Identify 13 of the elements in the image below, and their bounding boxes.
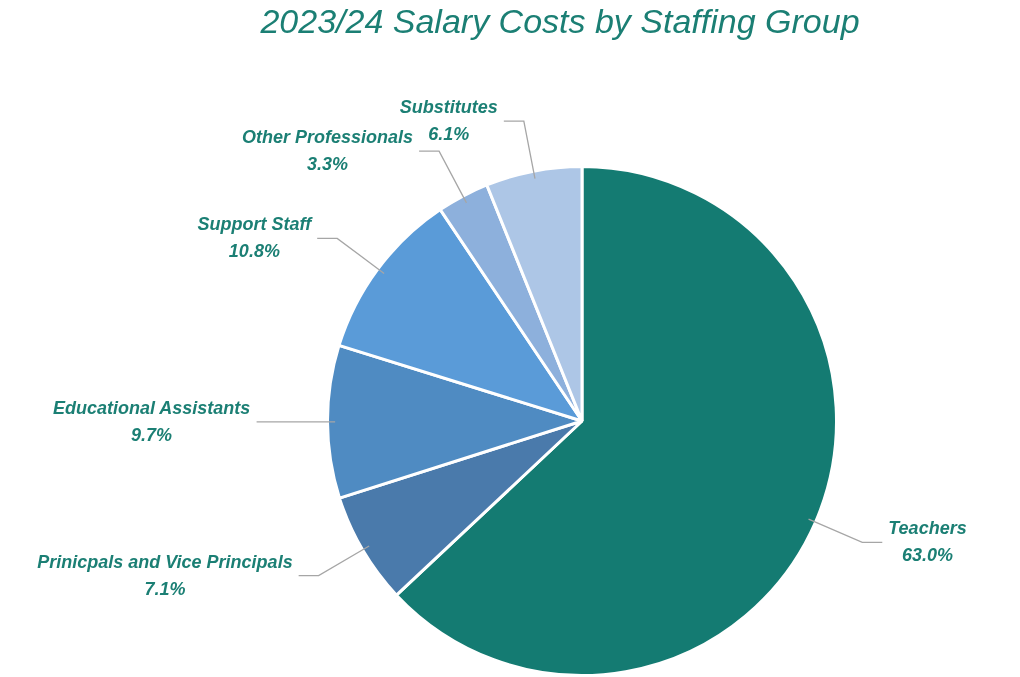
slice-label: Other Professionals [242,127,414,148]
data-label: 9.7% [131,424,173,445]
slice-label: Prinicpals and Vice Principals [37,551,293,572]
data-label: 6.1% [428,124,470,145]
slice-label: Substitutes [399,97,498,118]
data-label: 7.1% [144,578,186,599]
data-label: 63.0% [901,545,953,566]
slice-label: Educational Assistants [52,397,251,418]
data-label: 3.3% [307,154,349,175]
chart-title: 2023/24 Salary Costs by Staffing Group [259,2,861,41]
data-label: 10.8% [228,241,280,262]
slice-label: Support Staff [197,214,314,235]
slice-label: Teachers [888,518,967,539]
